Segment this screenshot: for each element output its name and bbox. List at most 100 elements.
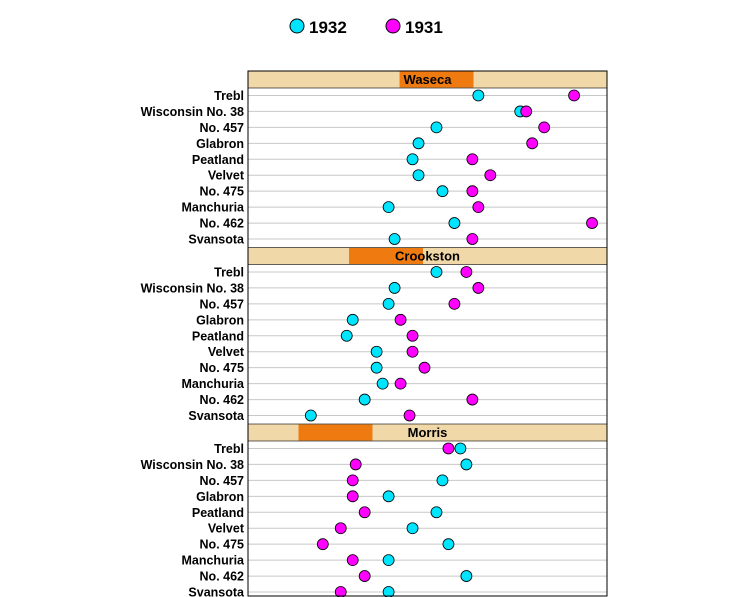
category-label: No. 475 bbox=[200, 538, 245, 552]
category-label: Peatland bbox=[192, 329, 244, 343]
category-label: Trebl bbox=[214, 265, 244, 279]
data-point-1931 bbox=[406, 345, 419, 358]
data-point-1932 bbox=[454, 442, 467, 455]
data-point-1931 bbox=[466, 233, 479, 245]
category-label: Peatland bbox=[192, 153, 244, 167]
panel-level-indicator bbox=[399, 71, 474, 88]
data-point-1932 bbox=[412, 169, 425, 182]
data-point-1931 bbox=[538, 121, 551, 134]
category-label: No. 457 bbox=[200, 121, 245, 135]
data-point-1931 bbox=[334, 522, 347, 535]
panel-crookston: Crookston Trebl Wisconsin No. 38 No. 457 Gla… bbox=[141, 247, 608, 423]
data-point-1931 bbox=[568, 89, 580, 102]
category-label: No. 462 bbox=[200, 570, 245, 584]
data-point-1932 bbox=[388, 233, 401, 245]
data-point-1931 bbox=[466, 393, 479, 406]
data-point-1932 bbox=[412, 137, 425, 150]
category-label: Manchuria bbox=[181, 377, 245, 391]
category-label: Peatland bbox=[192, 506, 244, 520]
category-label: Svansota bbox=[188, 233, 245, 247]
category-label: Velvet bbox=[208, 345, 245, 359]
data-point-1931 bbox=[334, 586, 347, 597]
data-point-1931 bbox=[346, 474, 359, 487]
category-label: No. 462 bbox=[200, 393, 245, 407]
data-point-1932 bbox=[460, 570, 473, 582]
data-point-1932 bbox=[406, 153, 419, 166]
category-label: Glabron bbox=[196, 490, 244, 504]
category-label: Manchuria bbox=[181, 201, 245, 215]
data-point-1932 bbox=[382, 201, 395, 214]
legend-label-1931: 1931 bbox=[405, 18, 443, 37]
data-point-1931 bbox=[466, 153, 479, 166]
category-label: Glabron bbox=[196, 313, 244, 327]
data-point-1932 bbox=[442, 538, 455, 551]
data-point-1931 bbox=[526, 137, 539, 150]
category-label: Velvet bbox=[208, 522, 245, 536]
category-label: Manchuria bbox=[181, 554, 245, 568]
data-point-1931 bbox=[472, 282, 485, 294]
data-point-1931 bbox=[358, 506, 371, 519]
category-label: No. 475 bbox=[200, 185, 245, 199]
data-point-1931 bbox=[346, 554, 359, 567]
category-label: Svansota bbox=[188, 409, 245, 423]
panel-level-indicator bbox=[349, 248, 423, 264]
data-point-1932 bbox=[382, 297, 395, 310]
data-point-1931 bbox=[472, 201, 485, 214]
category-label: Wisconsin No. 38 bbox=[141, 105, 244, 119]
category-label: No. 475 bbox=[200, 361, 245, 375]
data-point-1932 bbox=[448, 217, 461, 229]
data-point-1932 bbox=[388, 282, 401, 294]
data-point-1931 bbox=[442, 442, 455, 455]
data-point-1932 bbox=[346, 313, 359, 326]
data-point-1931 bbox=[520, 105, 533, 118]
data-point-1932 bbox=[382, 554, 395, 567]
data-point-1932 bbox=[382, 586, 395, 597]
panel-title: Waseca bbox=[404, 72, 453, 87]
data-point-1931 bbox=[418, 361, 431, 374]
data-point-1932 bbox=[370, 345, 383, 358]
data-point-1931 bbox=[316, 538, 329, 551]
data-point-1931 bbox=[349, 458, 362, 471]
category-label: Wisconsin No. 38 bbox=[141, 458, 244, 472]
data-point-1931 bbox=[448, 297, 461, 310]
data-point-1931 bbox=[484, 169, 497, 182]
data-point-1931 bbox=[346, 490, 359, 503]
category-label: No. 457 bbox=[200, 474, 245, 488]
data-point-1931 bbox=[460, 266, 473, 278]
category-label: Trebl bbox=[214, 442, 244, 456]
data-point-1932 bbox=[436, 185, 449, 198]
legend-marker-1931 bbox=[385, 18, 401, 34]
data-point-1932 bbox=[460, 458, 473, 471]
data-point-1931 bbox=[358, 570, 371, 582]
legend-label-1932: 1932 bbox=[309, 18, 347, 37]
data-point-1932 bbox=[382, 490, 395, 503]
data-point-1932 bbox=[406, 522, 419, 535]
panel-level-indicator bbox=[298, 424, 373, 441]
data-point-1932 bbox=[430, 121, 443, 134]
plot-frame bbox=[247, 70, 608, 597]
data-point-1932 bbox=[370, 361, 383, 374]
panel-morris: Morris Trebl Wisconsin No. 38 No. 457 Glabro… bbox=[141, 423, 608, 597]
data-point-1932 bbox=[430, 266, 443, 278]
category-label: Trebl bbox=[214, 89, 244, 103]
data-point-1932 bbox=[340, 329, 353, 342]
data-point-1932 bbox=[376, 377, 389, 390]
panel-title: Morris bbox=[408, 425, 448, 440]
data-point-1932 bbox=[430, 506, 443, 519]
category-label: Velvet bbox=[208, 169, 245, 183]
data-point-1931 bbox=[466, 185, 479, 198]
panel-waseca: Waseca Trebl Wisconsin No. 38 No. 457 Glabro… bbox=[141, 70, 608, 247]
data-point-1931 bbox=[586, 217, 598, 229]
legend-marker-1932 bbox=[289, 18, 305, 34]
chart-legend: 1932 1931 bbox=[289, 18, 443, 37]
panel-title: Crookston bbox=[395, 249, 460, 264]
category-label: Wisconsin No. 38 bbox=[141, 281, 244, 295]
data-point-1931 bbox=[394, 313, 407, 326]
category-label: No. 462 bbox=[200, 217, 245, 231]
data-point-1932 bbox=[358, 393, 371, 406]
data-point-1931 bbox=[403, 409, 416, 422]
data-point-1932 bbox=[304, 409, 317, 422]
data-point-1931 bbox=[394, 377, 407, 390]
category-label: Glabron bbox=[196, 137, 244, 151]
